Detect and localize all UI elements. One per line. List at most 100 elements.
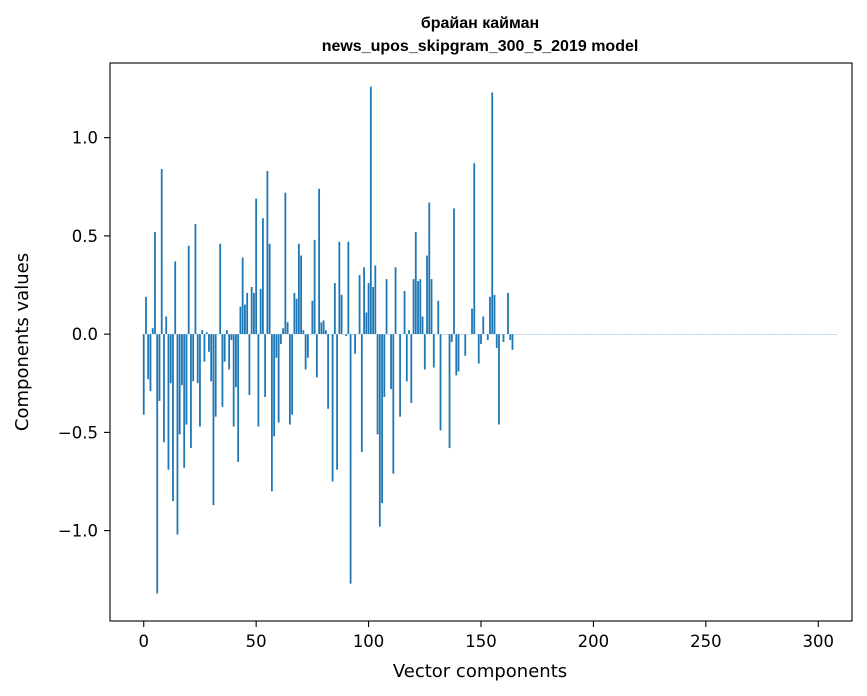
bar [190, 334, 192, 449]
bar [378, 334, 381, 527]
bar [369, 86, 372, 335]
bar [390, 334, 392, 390]
x-tick-label: 250 [690, 632, 722, 651]
bar [178, 334, 181, 435]
bar [174, 261, 177, 335]
bar [471, 308, 473, 335]
bar [255, 198, 258, 335]
bar [187, 245, 190, 335]
y-tick-label: −0.5 [58, 423, 98, 442]
bar [511, 334, 514, 350]
x-tick-label: 300 [803, 632, 835, 651]
bar [428, 202, 431, 335]
bar [367, 283, 370, 335]
bar [313, 239, 316, 335]
bar [426, 255, 428, 335]
bar [399, 334, 401, 417]
bar [417, 281, 419, 335]
x-tick-label: 0 [138, 632, 149, 651]
bar [288, 334, 291, 425]
bar [176, 334, 179, 535]
bar [477, 334, 480, 364]
bar [145, 296, 147, 335]
bar [376, 334, 379, 435]
bar [282, 328, 285, 335]
bar [358, 275, 361, 335]
bar [450, 334, 453, 342]
bar [372, 286, 374, 335]
bar [212, 334, 215, 506]
x-axis-label: Vector components [393, 661, 567, 682]
bar [489, 296, 491, 335]
bar [286, 322, 289, 335]
bar [270, 334, 273, 492]
bar [291, 334, 294, 415]
bar [412, 279, 415, 335]
bar [205, 332, 208, 335]
bar [464, 334, 467, 356]
bar [385, 279, 388, 335]
bar [338, 241, 341, 335]
bar [210, 334, 213, 382]
bar [158, 334, 161, 401]
bar [268, 243, 271, 335]
bar [302, 330, 305, 335]
chart-title: брайан кайман [421, 15, 539, 32]
bar [453, 208, 455, 335]
bar [154, 231, 156, 335]
bar [273, 334, 276, 437]
bar [297, 243, 300, 335]
bars-group [142, 86, 838, 594]
bar [237, 334, 240, 462]
bar [354, 334, 356, 354]
bar [223, 334, 226, 362]
y-tick-label: 1.0 [72, 129, 98, 148]
bar [266, 171, 269, 335]
bar [455, 334, 458, 376]
bar [502, 334, 505, 342]
bar [340, 294, 343, 335]
bar [262, 218, 264, 335]
bar [473, 163, 476, 335]
bar [365, 312, 368, 335]
bar [165, 316, 168, 335]
bar [235, 334, 237, 388]
bar [331, 334, 334, 482]
bar [295, 298, 298, 335]
bar [300, 255, 303, 335]
bar [414, 231, 417, 335]
y-tick-label: −1.0 [58, 522, 98, 541]
bar [163, 334, 165, 443]
bar [347, 241, 350, 335]
bar [410, 334, 413, 403]
bar [248, 334, 251, 396]
bar [194, 224, 197, 335]
y-axis: −1.0 −0.5 0.0 0.5 1.0 [58, 129, 110, 541]
bar [363, 267, 365, 335]
bar [457, 334, 460, 372]
bar [169, 334, 172, 384]
bar [423, 334, 426, 370]
bar [383, 334, 386, 398]
bar [142, 334, 145, 415]
bar [448, 334, 451, 449]
x-tick-label: 50 [246, 632, 267, 651]
bar [185, 334, 188, 425]
bar [172, 334, 174, 502]
bar [241, 257, 244, 335]
bar [246, 292, 249, 335]
bar [232, 334, 235, 427]
bar [333, 283, 336, 335]
bar [403, 290, 406, 335]
bar [322, 320, 325, 335]
y-tick-label: 0.5 [72, 227, 98, 246]
bar [275, 334, 278, 358]
bar [208, 334, 210, 352]
bar [432, 334, 435, 368]
bar [250, 286, 253, 335]
bar [196, 334, 199, 384]
bar [493, 294, 496, 335]
bar [327, 334, 329, 409]
y-tick-label: 0.0 [72, 325, 98, 344]
